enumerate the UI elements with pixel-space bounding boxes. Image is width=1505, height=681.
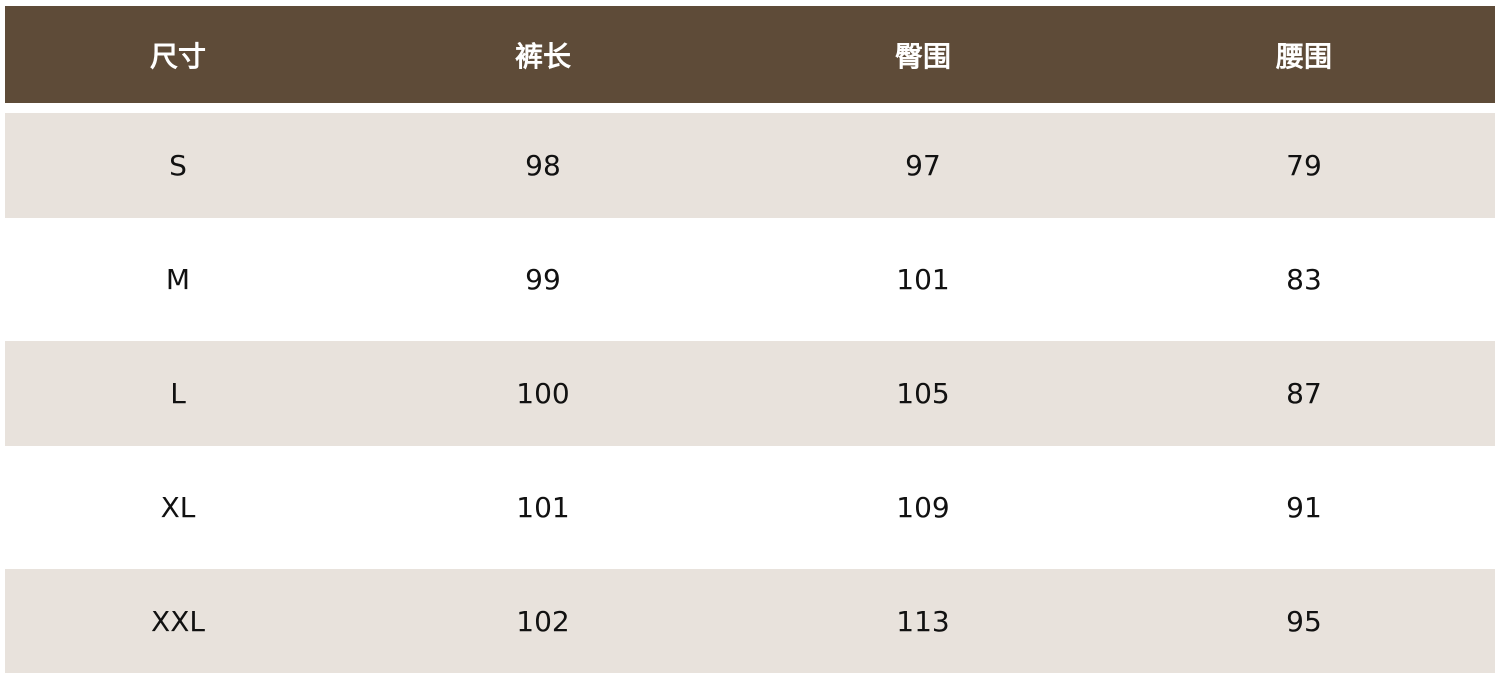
cell-pants-length: 99: [525, 263, 561, 296]
table-row: L 100 105 87: [5, 341, 1495, 446]
table-header: 尺寸 裤长 臀围 腰围: [5, 6, 1495, 103]
cell-size: L: [170, 377, 186, 410]
cell-hip: 105: [896, 377, 950, 410]
table-row: S 98 97 79: [5, 113, 1495, 218]
cell-size: XL: [160, 491, 196, 524]
cell-hip: 113: [896, 604, 950, 638]
cell-waist: 87: [1286, 377, 1322, 410]
table-row: M 99 101 83: [5, 218, 1495, 341]
cell-pants-length: 102: [516, 604, 570, 638]
cell-size: XXL: [151, 604, 205, 638]
cell-waist: 83: [1286, 263, 1322, 296]
cell-hip: 101: [896, 263, 950, 296]
header-pants-length: 裤长: [514, 39, 571, 73]
cell-waist: 91: [1286, 491, 1322, 524]
header-waist: 腰围: [1275, 39, 1332, 73]
cell-waist: 79: [1286, 149, 1322, 182]
header-size: 尺寸: [149, 39, 206, 73]
cell-size: M: [165, 263, 191, 296]
cell-size: S: [169, 149, 187, 182]
header-hip: 臀围: [894, 39, 951, 73]
cell-waist: 95: [1286, 604, 1322, 638]
cell-pants-length: 101: [516, 491, 570, 524]
table-row: XXL 102 113 95: [5, 569, 1495, 673]
table-row: XL 101 109 91: [5, 446, 1495, 569]
cell-pants-length: 100: [516, 377, 570, 410]
cell-hip: 97: [905, 149, 941, 182]
cell-hip: 109: [896, 491, 950, 524]
cell-pants-length: 98: [525, 149, 561, 182]
